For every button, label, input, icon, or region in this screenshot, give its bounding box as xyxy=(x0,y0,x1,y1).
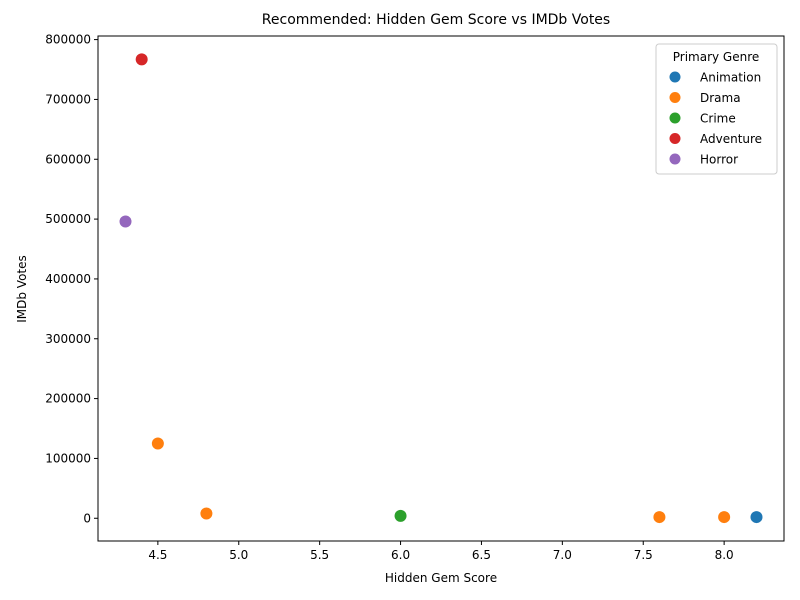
legend-label: Horror xyxy=(700,153,738,167)
x-tick-label: 4.5 xyxy=(148,548,167,562)
y-tick-label: 200000 xyxy=(45,392,91,406)
y-tick-label: 500000 xyxy=(45,212,91,226)
legend-marker-horror xyxy=(669,153,681,165)
x-tick-label: 6.0 xyxy=(391,548,410,562)
legend-label: Adventure xyxy=(700,132,762,146)
legend: Primary Genre Animation Drama Crime Adventu… xyxy=(655,43,778,175)
legend-title: Primary Genre xyxy=(673,50,760,64)
data-point-drama xyxy=(653,511,666,524)
data-point-animation xyxy=(750,511,763,524)
plot-frame xyxy=(97,35,785,542)
y-tick-label: 400000 xyxy=(45,272,91,286)
y-tick-label: 800000 xyxy=(45,33,91,47)
chart-title: Recommended: Hidden Gem Score vs IMDb Vo… xyxy=(262,12,610,28)
data-point-drama xyxy=(718,511,731,524)
legend-entries: Animation Drama Crime Adventure Horror xyxy=(669,71,762,167)
x-tick-label: 5.5 xyxy=(310,548,329,562)
legend-marker-drama xyxy=(669,92,681,103)
x-tick-label: 5.0 xyxy=(229,548,248,562)
x-tick-label: 6.5 xyxy=(472,548,491,562)
legend-box xyxy=(655,43,778,175)
y-tick-label: 100000 xyxy=(45,451,91,465)
x-tick-label: 7.5 xyxy=(634,548,653,562)
data-point-crime xyxy=(394,509,407,522)
legend-marker-adventure xyxy=(669,133,681,144)
data-point-horror xyxy=(119,215,132,228)
axis-ticks: 4.5 5.0 5.5 6.0 6.5 7.0 7.5 8.0 0 100000 200000 300… xyxy=(45,33,733,562)
x-tick-label: 8.0 xyxy=(715,548,734,562)
x-tick-label: 7.0 xyxy=(553,548,572,562)
x-axis-label: Hidden Gem Score xyxy=(385,571,497,585)
data-point-drama xyxy=(151,437,164,450)
y-axis-label: IMDb Votes xyxy=(15,255,29,323)
data-points xyxy=(119,53,763,524)
y-tick-label: 600000 xyxy=(45,152,91,166)
data-point-drama xyxy=(200,507,213,520)
legend-label: Crime xyxy=(700,112,736,126)
data-point-adventure xyxy=(135,53,148,66)
y-tick-label: 0 xyxy=(83,511,91,525)
legend-marker-crime xyxy=(669,112,681,124)
y-tick-label: 700000 xyxy=(45,92,91,106)
legend-marker-animation xyxy=(669,71,681,83)
y-tick-label: 300000 xyxy=(45,332,91,346)
legend-label: Drama xyxy=(700,91,741,105)
legend-label: Animation xyxy=(700,71,761,85)
